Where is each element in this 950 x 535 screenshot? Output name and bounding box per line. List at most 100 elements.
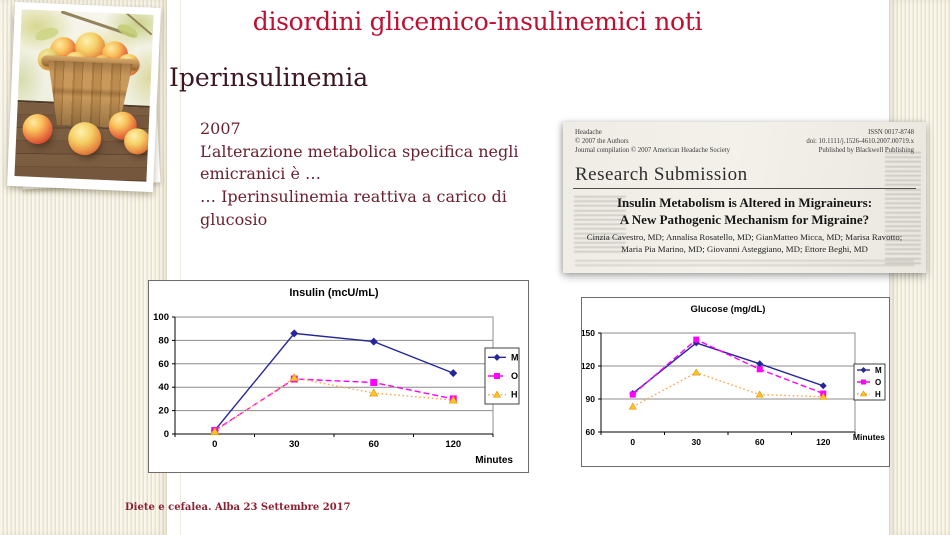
data-point-marker [448, 395, 458, 404]
chart-text: 150 [582, 328, 595, 338]
journal-name: Headache [575, 129, 602, 136]
series-line [632, 342, 824, 395]
paper-authors-line-2: Maria Pia Marino, MD; Giovanni Asteggian… [621, 244, 868, 255]
body-line-2: … Iperinsulinemia reattiva a carico di g… [200, 187, 507, 229]
slide-subtitle: Iperinsulinemia [169, 63, 369, 92]
journal-header-left: Headache © 2007 the Authors Journal comp… [575, 129, 730, 155]
data-point-marker [693, 336, 700, 343]
data-point-marker [369, 388, 379, 397]
paper-title-line-1: Insulin Metabolism is Altered in Migrain… [616, 195, 873, 210]
journal-copyright: © 2007 the Authors [575, 137, 629, 145]
chart-glucose-svg: 60 90 120 150 0 30 60 120 Minutes Glucose (mg/dL)… [582, 304, 886, 447]
chart-text: O [511, 371, 518, 381]
body-text-block: 2007 L’alterazione metabolica specifica … [200, 118, 547, 232]
chart-text: 0 [630, 437, 635, 447]
blurred-column-text [575, 260, 914, 269]
journal-article-clip: Headache © 2007 the Authors Journal comp… [563, 122, 926, 273]
chart-legend: MOH [853, 363, 886, 401]
paper-title: Insulin Metabolism is Altered in Migrain… [563, 195, 926, 229]
chart-text: 60 [368, 439, 379, 450]
apple-basket-photo-image [14, 9, 154, 182]
series-line [214, 378, 454, 432]
data-point-marker [290, 329, 299, 338]
chart-insulin-svg: 0 20 40 60 80 100 0 30 60 120 Minutes Insulin (mcU/… [153, 287, 520, 466]
leaf-shape [115, 21, 140, 41]
data-point-marker [210, 427, 220, 435]
journal-issn: ISSN 0017-8748 [868, 129, 914, 136]
series-H [628, 368, 828, 410]
chart-text: 80 [158, 335, 169, 346]
data-point-marker [756, 360, 764, 368]
journal-doi: doi: 10.1111/j.1526-4610.2007.00719.x [806, 137, 914, 145]
chart-text: Minutes [475, 455, 513, 466]
chart-text: 90 [586, 394, 596, 404]
data-point-marker [756, 366, 763, 373]
paper-authors: Cinzia Cavestro, MD; Annalisa Rosatello,… [563, 231, 926, 256]
layout-guide-line [180, 0, 181, 535]
chart-text: 40 [158, 382, 169, 393]
paper-authors-line-1: Cinzia Cavestro, MD; Annalisa Rosatello,… [586, 232, 903, 242]
chart-text: M [875, 366, 882, 375]
data-point-marker [494, 373, 500, 379]
chart-text: H [511, 390, 518, 400]
series-H [210, 373, 458, 435]
chart-text: 120 [445, 439, 461, 450]
series-O [211, 375, 457, 434]
slide-footer: Diete e cefalea. Alba 23 Settembre 2017 [125, 502, 351, 513]
data-point-marker [692, 339, 700, 347]
data-point-marker [861, 379, 866, 385]
journal-publisher: Published by Blackwell Publishing [818, 146, 914, 154]
chart-text: 120 [582, 361, 595, 371]
blurred-column-text [885, 152, 921, 264]
data-point-marker [629, 391, 636, 398]
paper-section-heading: Research Submission [575, 164, 748, 185]
chart-text: 100 [153, 312, 169, 323]
data-point-marker [370, 379, 378, 387]
series-M [210, 329, 458, 435]
apples-in-basket [22, 9, 154, 80]
series-M [629, 339, 827, 397]
data-point-marker [628, 402, 637, 410]
data-point-marker [859, 390, 868, 397]
apples-on-table [21, 9, 154, 156]
chart-text: 20 [158, 406, 169, 417]
series-O [629, 336, 827, 398]
insulin-line-chart: 0 20 40 60 80 100 0 30 60 120 Minutes Insulin (mcU/… [148, 280, 529, 473]
chart-text: 0 [164, 429, 169, 440]
plot-border [600, 332, 856, 433]
chart-text: 0 [212, 439, 217, 450]
paper-title-line-2: A New Pathogenic Mechanism for Migraine? [619, 211, 870, 227]
journal-compilation: Journal compilation © 2007 American Head… [575, 146, 731, 154]
journal-header: Headache © 2007 the Authors Journal comp… [575, 129, 914, 155]
data-point-marker [819, 392, 828, 400]
body-line-1: L’alterazione metabolica specifica negli… [200, 141, 519, 184]
data-point-marker [369, 337, 378, 346]
data-point-marker [289, 373, 299, 382]
chart-text: M [511, 352, 519, 362]
data-point-marker [860, 367, 867, 373]
data-point-marker [493, 353, 501, 361]
chart-text: Glucose (mg/dL) [691, 304, 766, 315]
data-point-marker [755, 390, 764, 398]
data-point-marker [449, 369, 458, 378]
data-point-marker [819, 382, 827, 390]
chart-text: Insulin (mcU/mL) [289, 287, 379, 299]
chart-text: 30 [692, 437, 702, 447]
chart-text: Minutes [853, 432, 885, 442]
body-year: 2007 [200, 119, 241, 138]
paper-divider-rule [573, 188, 916, 189]
chart-legend: MOH [484, 347, 520, 405]
data-point-marker [492, 390, 502, 398]
chart-text: 60 [158, 359, 169, 370]
chart-text: H [875, 390, 881, 399]
chart-text: 60 [755, 437, 765, 447]
chart-text: 120 [816, 437, 830, 447]
chart-text: 60 [586, 427, 596, 437]
chart-text: 30 [289, 439, 300, 450]
series-line [214, 332, 454, 431]
series-line [632, 371, 824, 408]
series-line [632, 338, 824, 396]
apple-basket-photo [7, 1, 161, 193]
journal-header-right: ISSN 0017-8748 doi: 10.1111/j.1526-4610.… [806, 129, 914, 155]
